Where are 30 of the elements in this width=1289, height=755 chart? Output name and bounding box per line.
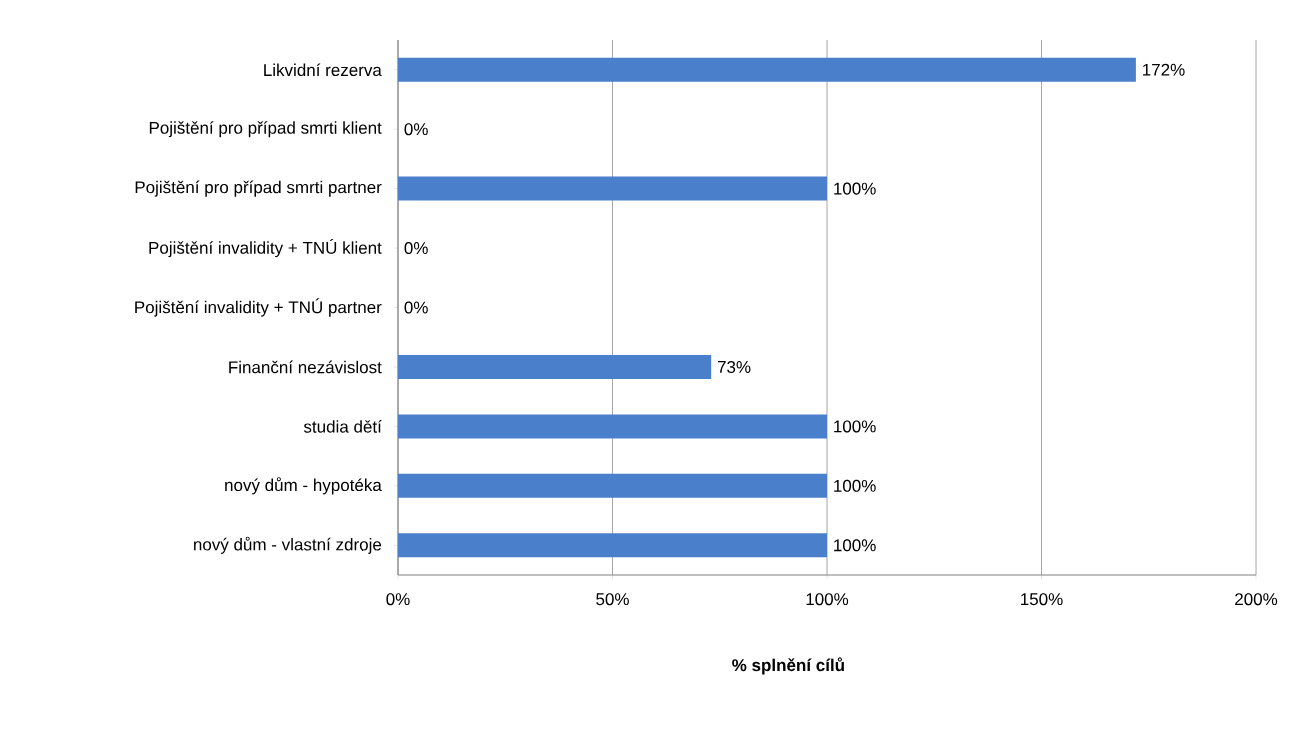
x-tick-label: 50%	[596, 593, 629, 606]
data-label: 0%	[404, 123, 428, 136]
y-tick-label: studia dětí	[303, 420, 382, 433]
x-tick-label: 0%	[386, 593, 410, 606]
data-label: 100%	[834, 539, 876, 552]
data-label: 0%	[404, 242, 428, 255]
bar	[398, 414, 828, 439]
x-tick-label: 100%	[806, 593, 849, 606]
x-tick-label: 150%	[1021, 593, 1063, 606]
y-tick-label: Pojištění pro případ smrti klient	[149, 121, 382, 138]
bar	[398, 176, 828, 201]
y-tick-label: nový dům - vlastní zdroje	[194, 536, 382, 554]
bar	[398, 533, 828, 558]
bar	[398, 354, 712, 379]
data-label: 0%	[404, 301, 428, 314]
bar	[398, 57, 1136, 82]
y-tick-label: Pojištění invalidity + TNÚ partner	[135, 298, 382, 317]
data-label: 100%	[834, 420, 876, 433]
data-label: 172%	[1143, 63, 1185, 76]
bar	[398, 473, 828, 498]
y-tick-label: Finanční nezávislost	[229, 360, 382, 374]
x-tick-label: 200%	[1235, 593, 1278, 606]
y-tick-label: nový dům - hypotéka	[225, 477, 382, 495]
y-tick-label: Pojištění pro případ smrti partner	[135, 180, 382, 197]
data-label: 73%	[717, 360, 751, 373]
y-tick-label: Pojištění invalidity + TNÚ klient	[149, 238, 382, 258]
data-label: 100%	[834, 479, 876, 492]
x-axis-title: % splnění cílů	[732, 657, 844, 675]
y-tick-label: Likvidní rezerva	[264, 63, 382, 77]
data-label: 100%	[834, 182, 876, 195]
